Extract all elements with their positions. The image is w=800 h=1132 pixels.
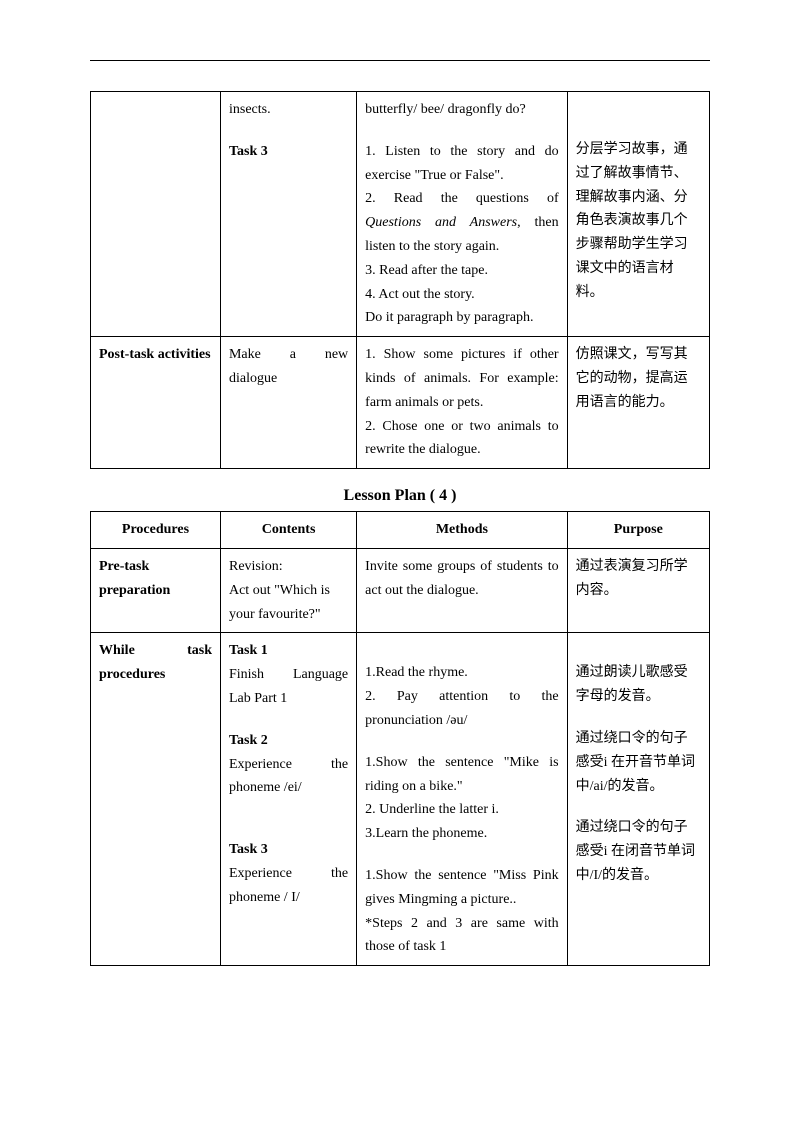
text: Lab Part 1 bbox=[229, 687, 348, 711]
table-header-row: Procedures Contents Methods Purpose bbox=[91, 512, 710, 549]
text: Experience bbox=[229, 753, 292, 777]
text: 3.Learn the phoneme. bbox=[365, 822, 558, 846]
text: Revision: bbox=[229, 555, 348, 579]
header-purpose: Purpose bbox=[567, 512, 709, 549]
text: the bbox=[331, 753, 348, 777]
text: 1.Show the sentence "Miss Pink gives Min… bbox=[365, 864, 558, 912]
text: Finish Language bbox=[229, 663, 348, 687]
cell-procedures bbox=[91, 92, 221, 337]
cell-procedures: While task procedures bbox=[91, 633, 221, 966]
cell-methods: Invite some groups of students to act ou… bbox=[357, 548, 567, 632]
task-label: Task 1 bbox=[229, 639, 348, 663]
cell-contents: Make a new dialogue bbox=[220, 337, 356, 469]
text: Experience the bbox=[229, 753, 348, 777]
text: 3. Read after the tape. bbox=[365, 259, 558, 283]
text: 通过朗读儿歌感受字母的发音。 bbox=[576, 661, 701, 709]
text: dialogue bbox=[229, 367, 348, 391]
text: 2. Underline the latter i. bbox=[365, 798, 558, 822]
table-row: Post-task activities Make a new dialogue… bbox=[91, 337, 710, 469]
text: 1.Read the rhyme. bbox=[365, 661, 558, 685]
text: Invite some groups of students to act ou… bbox=[365, 555, 558, 603]
cell-contents: insects. Task 3 bbox=[220, 92, 356, 337]
header-methods: Methods bbox=[357, 512, 567, 549]
text: *Steps 2 and 3 are same with those of ta… bbox=[365, 912, 558, 960]
top-rule bbox=[90, 60, 710, 61]
text: 通过绕口令的句子感受i 在开音节单词中/ai/的发音。 bbox=[576, 727, 701, 798]
text: Experience bbox=[229, 862, 292, 886]
header-procedures: Procedures bbox=[91, 512, 221, 549]
text: the bbox=[331, 862, 348, 886]
text: procedures bbox=[99, 663, 212, 687]
table-row: insects. Task 3 butterfly/ bee/ dragonfl… bbox=[91, 92, 710, 337]
text: 4. Act out the story. bbox=[365, 283, 558, 307]
table-row: While task procedures Task 1 Finish Lang… bbox=[91, 633, 710, 966]
text: phoneme / I/ bbox=[229, 886, 348, 910]
cell-methods: 1. Show some pictures if other kinds of … bbox=[357, 337, 567, 469]
text: Do it paragraph by paragraph. bbox=[365, 306, 558, 330]
table-row: Pre-task preparation Revision: Act out "… bbox=[91, 548, 710, 632]
lesson-table-2: Procedures Contents Methods Purpose Pre-… bbox=[90, 511, 710, 966]
text: insects. bbox=[229, 98, 348, 122]
text: butterfly/ bee/ dragonfly do? bbox=[365, 98, 558, 122]
text: Questions and Answers bbox=[365, 215, 517, 230]
text: Experience the bbox=[229, 862, 348, 886]
cell-purpose: 仿照课文，写写其它的动物，提高运用语言的能力。 bbox=[567, 337, 709, 469]
text: 通过绕口令的句子感受i 在闭音节单词中/I/的发音。 bbox=[576, 816, 701, 887]
text: Make a new bbox=[229, 343, 348, 367]
text: Act out "Which is your favourite?" bbox=[229, 579, 348, 627]
cell-contents: Revision: Act out "Which is your favouri… bbox=[220, 548, 356, 632]
text: 1. Listen to the story and do exercise "… bbox=[365, 140, 558, 188]
cell-procedures: Pre-task preparation bbox=[91, 548, 221, 632]
cell-purpose: 分层学习故事，通过了解故事情节、理解故事内涵、分角色表演故事几个步骤帮助学生学习… bbox=[567, 92, 709, 337]
cell-contents: Task 1 Finish Language Lab Part 1 Task 2… bbox=[220, 633, 356, 966]
task-label: Task 2 bbox=[229, 729, 348, 753]
cell-methods: 1.Read the rhyme. 2. Pay attention to th… bbox=[357, 633, 567, 966]
text: 分层学习故事，通过了解故事情节、理解故事内涵、分角色表演故事几个步骤帮助学生学习… bbox=[576, 138, 701, 305]
text: 2. Chose one or two animals to rewrite t… bbox=[365, 415, 558, 463]
section-title: Lesson Plan ( 4 ) bbox=[90, 487, 710, 505]
text: 1.Show the sentence "Mike is riding on a… bbox=[365, 751, 558, 799]
task-label: Task 3 bbox=[229, 140, 348, 164]
text: 2. Read the questions of Questions and A… bbox=[365, 187, 558, 258]
text: 2. Read the questions of bbox=[365, 191, 558, 206]
text: task bbox=[187, 639, 212, 663]
header-contents: Contents bbox=[220, 512, 356, 549]
text: phoneme /ei/ bbox=[229, 776, 348, 800]
text: While bbox=[99, 639, 135, 663]
document-page: insects. Task 3 butterfly/ bee/ dragonfl… bbox=[0, 0, 800, 1132]
text: While task bbox=[99, 639, 212, 663]
cell-purpose: 通过表演复习所学内容。 bbox=[567, 548, 709, 632]
text: 2. Pay attention to the pronunciation /ə… bbox=[365, 685, 558, 733]
text: 1. Show some pictures if other kinds of … bbox=[365, 343, 558, 414]
cell-procedures: Post-task activities bbox=[91, 337, 221, 469]
cell-methods: butterfly/ bee/ dragonfly do? 1. Listen … bbox=[357, 92, 567, 337]
lesson-table-1: insects. Task 3 butterfly/ bee/ dragonfl… bbox=[90, 91, 710, 469]
cell-purpose: 通过朗读儿歌感受字母的发音。 通过绕口令的句子感受i 在开音节单词中/ai/的发… bbox=[567, 633, 709, 966]
task-label: Task 3 bbox=[229, 838, 348, 862]
